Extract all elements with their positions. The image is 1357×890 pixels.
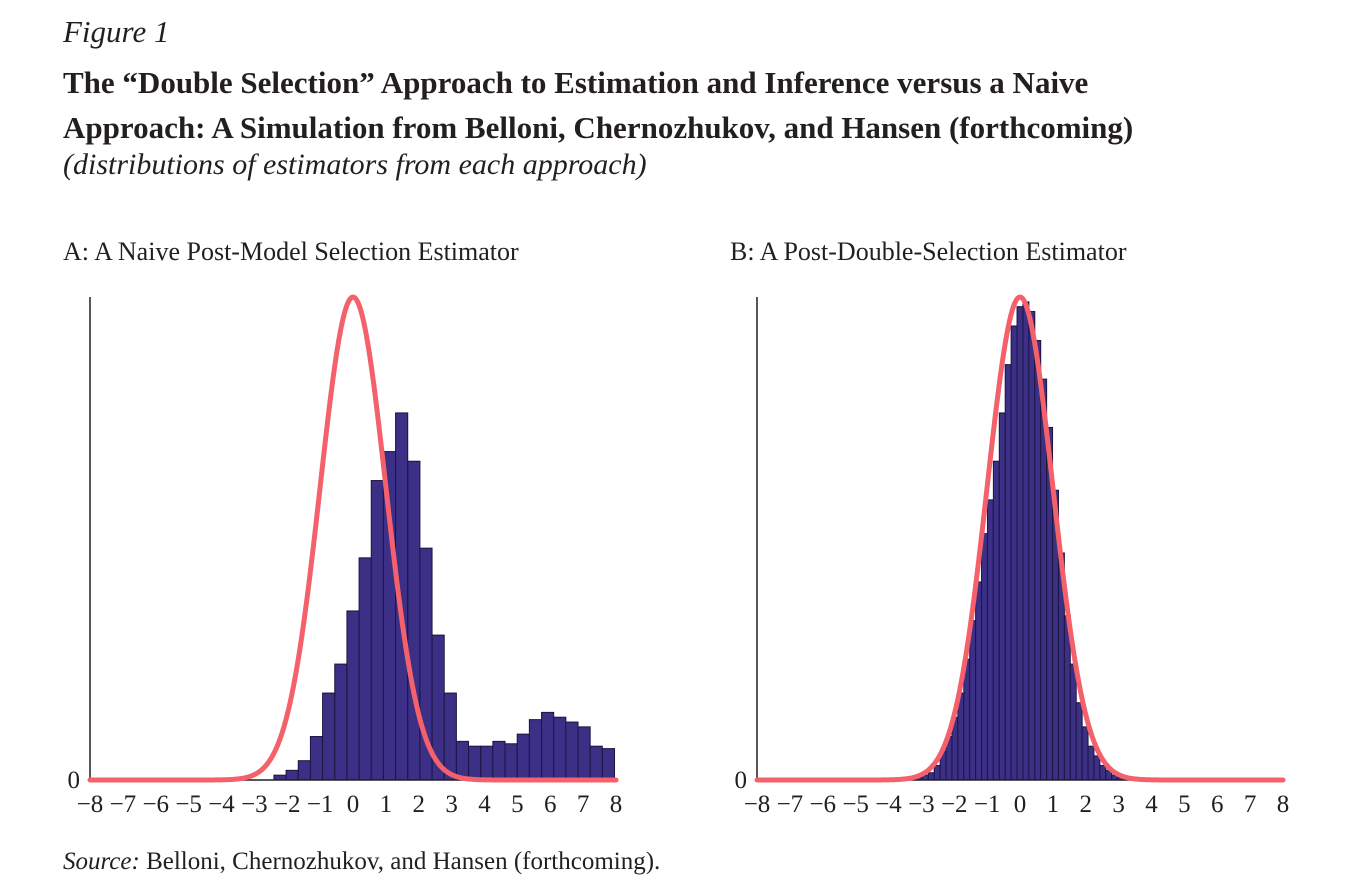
panel-b-x-tick-label: 4: [1145, 791, 1158, 818]
figure-title-line-2: Approach: A Simulation from Belloni, Che…: [63, 110, 1134, 145]
panel-b-histogram-bar: [992, 460, 1000, 781]
panel-a-histogram-bar: [516, 733, 530, 781]
figure-title-line-1: The “Double Selection” Approach to Estim…: [63, 65, 1089, 100]
panel-a-x-tick-label: −6: [142, 791, 169, 818]
panel-b-x-tick-label: −7: [777, 791, 804, 818]
panel-b-x-tick-label: −3: [908, 791, 935, 818]
panel-b-x-tick-label: −5: [842, 791, 869, 818]
figure-title: The “Double Selection” Approach to Estim…: [63, 60, 1323, 150]
panel-b-histogram-bar: [981, 533, 988, 781]
panel-b-histogram-bar: [969, 620, 977, 781]
panel-a-histogram-bar: [455, 740, 470, 781]
panel-b-x-tick-label: 3: [1112, 791, 1125, 818]
panel-a-histogram-bar: [589, 745, 603, 781]
panel-b-x-tick-label: 6: [1211, 791, 1224, 818]
panel-b-histogram-bar: [1034, 339, 1042, 781]
panel-a-histogram-bar: [528, 719, 543, 781]
panel-b-histogram-bar: [1087, 745, 1095, 781]
panel-a-histogram-bar: [407, 460, 421, 781]
panel-a-x-tick-label: 5: [511, 791, 524, 818]
panel-a-x-tick-label: 2: [413, 791, 426, 818]
panel-b-histogram-bar: [1022, 301, 1030, 781]
panel-a-histogram-bar: [443, 692, 457, 781]
panel-a-x-tick-label: −8: [77, 791, 104, 818]
panel-a-y-tick-label: 0: [68, 767, 81, 794]
panel-b-histogram-bar: [1016, 306, 1024, 781]
panel-b-histogram-bar: [986, 499, 994, 781]
panel-b-histogram-bar: [1028, 310, 1036, 781]
panel-a-x-tick-label: −7: [110, 791, 137, 818]
panel-b-x-tick-label: −8: [744, 791, 771, 818]
source-label: Source:: [63, 848, 140, 875]
panel-b-histogram-bar: [1075, 702, 1083, 781]
panel-a-histogram-bar: [601, 748, 616, 781]
panel-a-histogram-bar: [468, 745, 482, 781]
panel-a-histogram-bar: [346, 610, 360, 781]
panel-b-x-tick-label: 7: [1244, 791, 1257, 818]
panel-b-histogram-bar: [1081, 726, 1089, 781]
panel-a-histogram-bar: [285, 769, 299, 781]
panel-b-histogram-bar: [933, 765, 941, 781]
panel-a-histogram-bar: [334, 663, 348, 781]
panel-a-x-tick-label: 0: [347, 791, 360, 818]
panel-b-x-tick-label: 8: [1277, 791, 1290, 818]
panel-a-histogram-bar: [553, 716, 567, 781]
panel-b-y-tick-label: 0: [735, 767, 748, 794]
panel-a-x-tick-label: 4: [478, 791, 491, 818]
panel-b-histogram-bar: [1099, 765, 1107, 781]
panel-b-histogram-bar: [1010, 325, 1018, 781]
panel-a-x-tick-label: 7: [577, 791, 590, 818]
panel-a-title: A: A Naive Post-Model Selection Estimato…: [63, 237, 519, 266]
source-text: Belloni, Chernozhukov, and Hansen (forth…: [146, 848, 661, 875]
panel-b-histogram-bar: [1093, 755, 1101, 781]
panel-b-histogram-bar: [1069, 663, 1077, 781]
panel-b-x-tick-label: −1: [974, 791, 1001, 818]
panel-b-normal-curve: [754, 294, 1286, 783]
figure-subtitle: (distributions of estimators from each a…: [63, 148, 647, 181]
panel-b-histogram-bar: [998, 412, 1006, 781]
panel-a-histogram-bar: [541, 711, 555, 781]
panel-b-histogram-bar: [1004, 364, 1012, 781]
panel-b-histogram-bar: [975, 581, 983, 781]
panel-b-x-tick-label: 0: [1014, 791, 1027, 818]
panel-a-histogram-bar: [358, 557, 372, 781]
panel-a-x-tick-label: 1: [380, 791, 393, 818]
panel-b-histogram-bar: [927, 772, 935, 781]
figure-label: Figure 1: [63, 14, 170, 49]
panel-a-histogram-bar: [370, 480, 384, 781]
panel-b-title: B: A Post-Double-Selection Estimator: [730, 237, 1127, 266]
panel-b-x-tick-label: 5: [1178, 791, 1191, 818]
panel-a-x-tick-label: −2: [274, 791, 301, 818]
panel-b-chart: −8 −7 −6 −5 −4 −3 −2 −1 0 1 2 3 4 5 6 7 80: [735, 294, 1290, 818]
panel-a-chart: −8 −7 −6 −5 −4 −3 −2 −1 0 1 2 3 4 5 6 7 80: [68, 294, 623, 818]
panel-a-histogram-bar: [480, 745, 494, 781]
panel-a-histogram-bar: [565, 721, 579, 781]
panel-b-x-tick-label: −6: [809, 791, 836, 818]
panel-b-x-tick-label: −2: [941, 791, 968, 818]
panel-a-x-tick-label: 8: [610, 791, 623, 818]
panel-a-histogram-bar: [492, 740, 506, 781]
panel-a-normal-curve: [87, 294, 619, 783]
panel-a-x-tick-label: −4: [208, 791, 235, 818]
panel-a-histogram-bar: [322, 692, 336, 781]
panel-a-histogram-bar: [297, 760, 311, 781]
panel-a-x-tick-label: −1: [307, 791, 334, 818]
panel-a-x-tick-label: −5: [175, 791, 202, 818]
panel-b-x-tick-label: −4: [875, 791, 902, 818]
panel-a-x-tick-label: 3: [445, 791, 458, 818]
panel-a-histogram-bar: [309, 736, 324, 781]
panel-a-x-tick-label: 6: [544, 791, 557, 818]
panel-a-x-tick-label: −3: [241, 791, 268, 818]
panel-a-histogram-bar: [577, 726, 591, 781]
source-note: Source: Belloni, Chernozhukov, and Hanse…: [63, 848, 660, 876]
panel-a-histogram-bar: [504, 743, 518, 781]
panel-b-x-tick-label: 2: [1080, 791, 1093, 818]
panel-b-x-tick-label: 1: [1047, 791, 1060, 818]
